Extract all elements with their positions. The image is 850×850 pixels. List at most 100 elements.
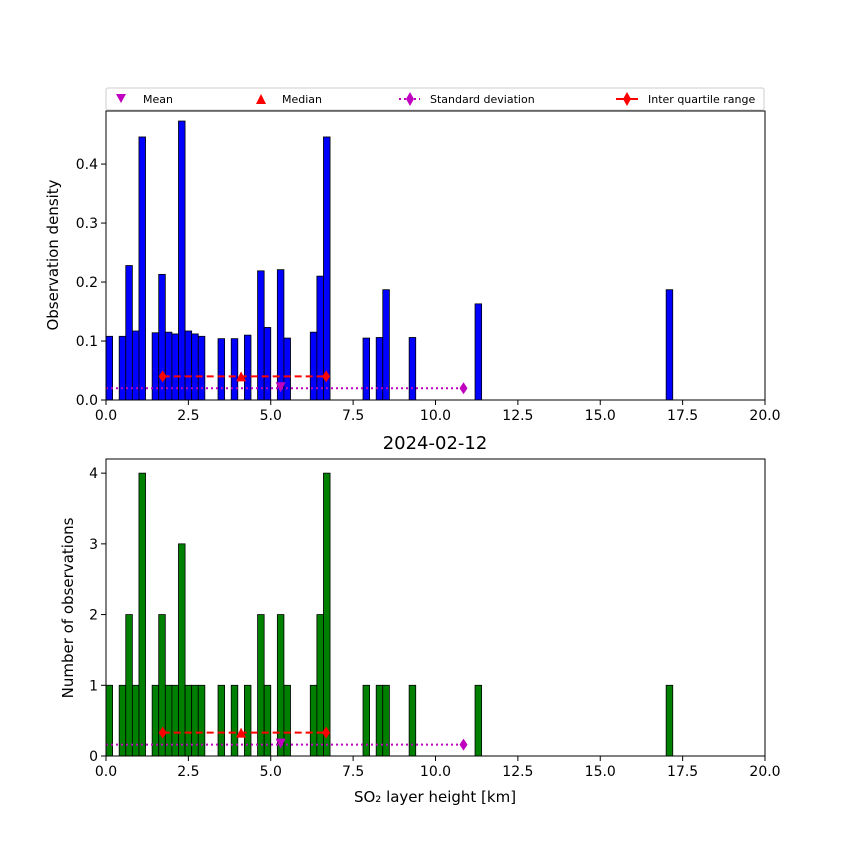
histogram-bar [138,136,146,401]
histogram-bar [105,335,113,401]
y-tick-label: 2 [89,608,98,624]
histogram-bar [362,337,371,401]
x-tick-label: 0.0 [95,408,117,424]
histogram-bar [257,270,265,401]
histogram-bar [125,614,133,757]
histogram-bar [309,331,318,401]
y-tick-label: 0.1 [76,334,98,350]
median-marker [236,371,247,382]
iqr-diamond-icon [623,92,631,106]
top-y-ticks: 0.0 0.1 0.2 0.3 0.4 [76,157,106,409]
histogram-bar [171,333,179,401]
histogram-bar [184,330,193,401]
legend-item-median: Median [256,93,322,106]
y-tick-label: 0.3 [76,216,98,232]
legend-label-std: Standard deviation [430,93,535,106]
x-tick-label: 10.0 [420,764,451,780]
std-upper-marker [459,738,468,751]
legend-label-iqr: Inter quartile range [648,93,755,106]
x-axis-label: SO₂ layer height [km] [354,788,516,806]
legend-item-iqr: Inter quartile range [616,92,755,106]
histogram-bar [474,684,483,757]
histogram-bar [125,265,133,401]
bottom-x-ticks: 0.0 2.5 5.0 7.5 10.0 12.5 15.0 17.5 20.0 [95,756,781,780]
histogram-bar [276,269,285,401]
histogram-bar [474,303,483,401]
x-tick-label: 12.5 [502,408,533,424]
x-tick-label: 15.0 [585,764,616,780]
iqr-upper-marker [322,726,331,739]
x-tick-label: 20.0 [749,408,780,424]
histogram-bar [382,289,390,401]
histogram-bar [257,614,265,757]
histogram-bar [230,338,239,401]
histogram-bar [316,275,324,401]
bottom-stats-overlay [106,726,468,751]
histogram-bar [323,136,331,401]
histogram-bar [217,338,226,401]
bottom-y-axis-label: Number of observations [59,517,77,698]
bottom-panel: 2024-02-12 0.0 2.5 5.0 7.5 10.0 12.5 15.0 17.5 2… [59,433,781,806]
histogram-bar [665,289,674,401]
histogram-bar [665,684,674,757]
histogram-bar [375,337,384,401]
mean-marker [275,738,286,749]
histogram-bar [178,543,186,757]
mean-marker [275,382,286,393]
x-tick-label: 10.0 [420,408,451,424]
legend-item-mean: Mean [116,93,173,106]
y-tick-label: 0.0 [76,393,98,409]
histogram-bar [197,335,206,401]
histogram-bar [243,334,252,401]
y-tick-label: 0 [89,749,98,765]
x-tick-label: 7.5 [342,408,364,424]
histogram-bar [408,337,417,401]
y-tick-label: 4 [89,466,98,482]
legend-item-standard-deviation: Standard deviation [399,92,535,106]
histogram-bar [316,614,324,757]
top-bars [105,120,674,401]
legend-label-mean: Mean [143,93,173,106]
y-tick-label: 3 [89,537,98,553]
x-tick-label: 20.0 [749,764,780,780]
histogram-bar [138,472,146,757]
x-tick-label: 7.5 [342,764,364,780]
legend: Mean Median Standard deviation Inter qua… [105,87,765,111]
top-panel: 0.0 2.5 5.0 7.5 10.0 12.5 15.0 17.5 20.0 0.00.10… [44,110,781,424]
top-y-axis-label: Observation density [44,179,62,330]
histogram-bar [178,120,186,401]
top-x-ticks: 0.0 2.5 5.0 7.5 10.0 12.5 15.0 17.5 20.0 [95,400,781,424]
median-marker-icon [256,94,266,104]
histogram-bar [118,335,127,401]
histogram-bar [276,614,285,757]
x-tick-label: 17.5 [667,408,698,424]
y-tick-label: 1 [89,678,98,694]
legend-label-median: Median [282,93,322,106]
x-tick-label: 0.0 [95,764,117,780]
histogram-bar [151,332,160,401]
x-tick-label: 2.5 [177,408,199,424]
std-diamond-icon [406,92,414,106]
x-tick-label: 5.0 [260,764,282,780]
histogram-bar [283,337,291,401]
histogram-bar [323,472,331,757]
chart-title: 2024-02-12 [383,433,488,454]
x-tick-label: 12.5 [502,764,533,780]
top-stats-overlay [106,370,468,395]
x-tick-label: 17.5 [667,764,698,780]
y-tick-label: 0.2 [76,275,98,291]
histogram-bar [131,330,140,401]
histogram-bar [164,331,173,401]
x-tick-label: 5.0 [260,408,282,424]
bottom-y-ticks: 0 1 2 3 4 [89,466,106,765]
std-upper-marker [459,382,468,395]
histogram-bar [191,333,199,401]
legend-frame [105,87,765,111]
mean-marker-icon [116,94,126,103]
y-tick-label: 0.4 [76,157,98,173]
iqr-lower-marker [158,726,167,739]
iqr-lower-marker [158,370,167,383]
iqr-upper-marker [322,370,331,383]
x-tick-label: 15.0 [585,408,616,424]
